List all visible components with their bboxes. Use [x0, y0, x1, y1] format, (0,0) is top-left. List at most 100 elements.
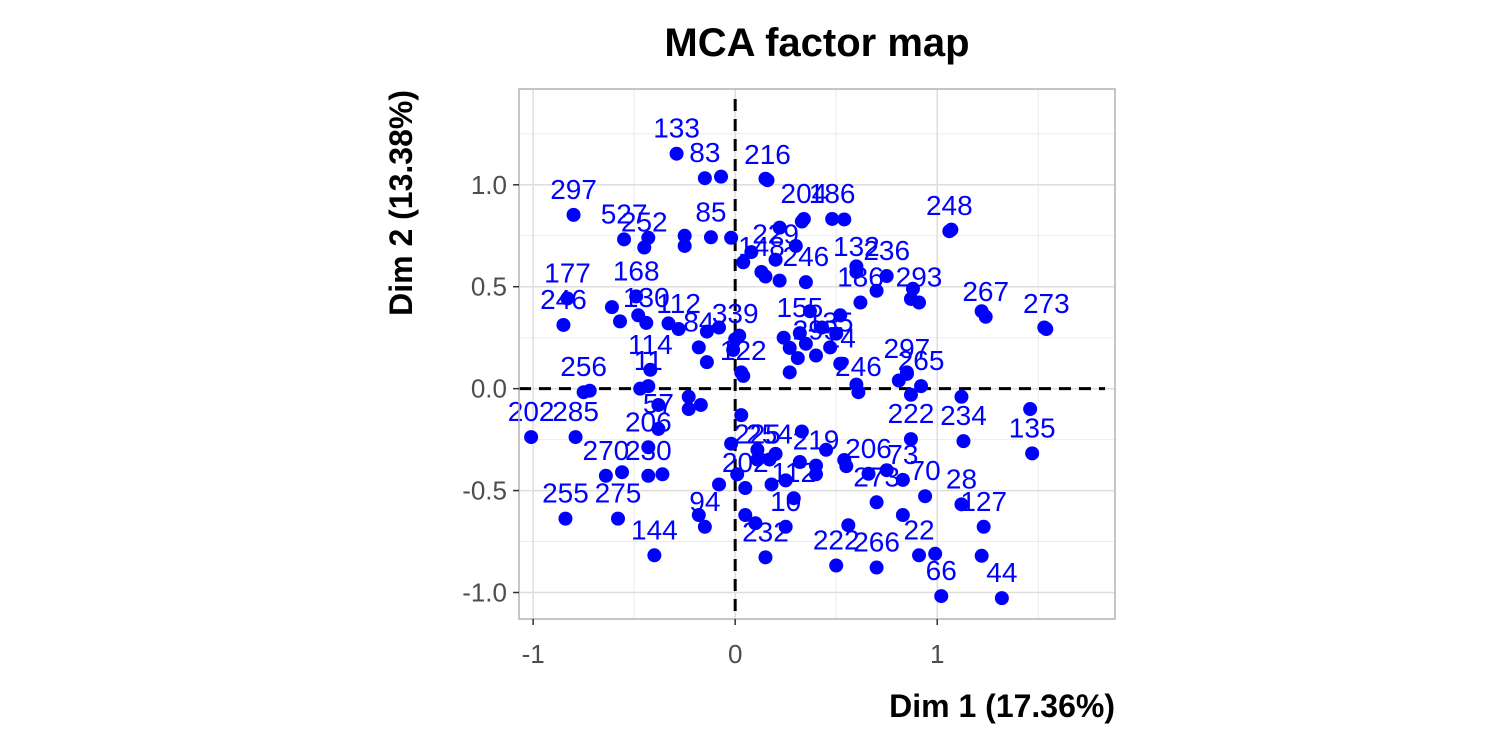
- point-label: 230: [625, 435, 672, 466]
- point-label: 266: [853, 527, 900, 558]
- data-point: [639, 315, 654, 330]
- data-point: [918, 489, 933, 504]
- point-label: 127: [960, 486, 1007, 517]
- point-label: 186: [837, 262, 884, 293]
- data-point: [815, 320, 830, 335]
- x-axis: -1 0 1: [522, 619, 944, 669]
- data-point: [954, 389, 969, 404]
- point-label: 44: [986, 557, 1017, 588]
- data-point: [560, 291, 575, 306]
- data-point: [895, 508, 910, 523]
- data-point: [912, 548, 927, 563]
- data-point: [792, 326, 807, 341]
- point-label: 94: [689, 486, 720, 517]
- point-label: 177: [544, 257, 591, 288]
- data-point: [772, 273, 787, 288]
- point-label: 229: [752, 219, 799, 250]
- data-point: [778, 473, 793, 488]
- point-label: 133: [653, 113, 700, 144]
- data-point: [629, 289, 644, 304]
- data-point: [798, 336, 813, 351]
- point-label: 246: [540, 284, 587, 315]
- data-point: [905, 281, 920, 296]
- data-point: [786, 491, 801, 506]
- data-point: [754, 264, 769, 279]
- data-point: [772, 220, 787, 235]
- point-label: 28: [946, 463, 977, 494]
- y-tick-label: -0.5: [462, 476, 507, 506]
- point-label: 206: [845, 433, 892, 464]
- x-tick-label: 1: [930, 639, 944, 669]
- data-point: [825, 211, 840, 226]
- data-point: [744, 245, 759, 260]
- data-point: [730, 467, 745, 482]
- point-label: 70: [910, 455, 941, 486]
- data-point: [738, 508, 753, 523]
- data-point: [598, 468, 613, 483]
- point-label: 254: [746, 419, 793, 450]
- data-point: [714, 169, 729, 184]
- data-point: [776, 330, 791, 345]
- point-label: 122: [720, 335, 767, 366]
- data-point: [641, 440, 656, 455]
- point-label: 202: [722, 447, 769, 478]
- data-point: [829, 558, 844, 573]
- data-point: [994, 591, 1009, 606]
- data-point: [736, 368, 751, 383]
- data-point: [978, 309, 993, 324]
- data-point: [613, 314, 628, 329]
- data-point: [764, 477, 779, 492]
- data-point: [903, 432, 918, 447]
- data-point: [853, 295, 868, 310]
- major-gridlines: [519, 89, 1115, 619]
- data-point: [768, 252, 783, 267]
- data-point: [782, 365, 797, 380]
- data-point: [643, 362, 658, 377]
- point-label: 10: [770, 486, 801, 517]
- point-label: 222: [888, 398, 935, 429]
- minor-gridlines: [519, 89, 1115, 619]
- x-tick-label: 0: [728, 639, 742, 669]
- data-point: [808, 458, 823, 473]
- data-point: [833, 356, 848, 371]
- data-point: [899, 366, 914, 381]
- data-point: [558, 511, 573, 526]
- data-point: [861, 466, 876, 481]
- data-point: [734, 408, 749, 423]
- data-point: [615, 465, 630, 480]
- plot-panel-border: [518, 88, 1116, 620]
- point-label: 339: [712, 298, 759, 329]
- point-label: 252: [621, 207, 668, 238]
- point-label: 112: [771, 457, 816, 488]
- data-point: [651, 397, 666, 412]
- data-point: [798, 275, 813, 290]
- data-point: [699, 324, 714, 339]
- data-point: [879, 463, 894, 478]
- data-point: [974, 548, 989, 563]
- data-point: [914, 379, 929, 394]
- data-point: [677, 228, 692, 243]
- data-point: [912, 295, 927, 310]
- data-point: [697, 171, 712, 186]
- point-label: 24: [825, 323, 856, 354]
- data-point: [796, 211, 811, 226]
- point-label: 144: [631, 514, 678, 545]
- data-point: [697, 519, 712, 534]
- data-point: [617, 232, 632, 247]
- data-point: [691, 340, 706, 355]
- point-label: 222: [813, 525, 860, 556]
- point-label: 168: [613, 255, 660, 286]
- point-label: 148: [738, 231, 785, 262]
- data-point: [954, 497, 969, 512]
- data-point: [671, 322, 686, 337]
- chart-title: MCA factor map: [664, 21, 969, 65]
- point-label: 112: [656, 288, 701, 319]
- data-point: [869, 283, 884, 298]
- data-point: [942, 224, 957, 239]
- point-label: 225: [734, 419, 781, 450]
- point-label: 186: [809, 178, 856, 209]
- data-point: [728, 332, 743, 347]
- y-tick-label: 0.0: [471, 374, 507, 404]
- data-point: [760, 173, 775, 188]
